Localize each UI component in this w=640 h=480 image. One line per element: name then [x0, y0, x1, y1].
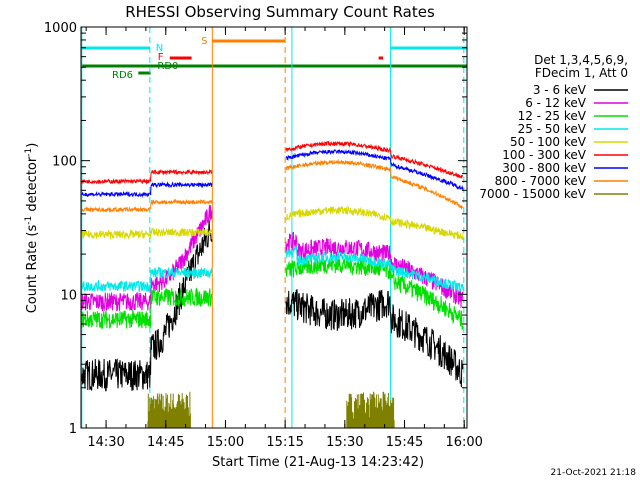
y-axis-label: Count Rate (s-1 detector-1)	[24, 143, 40, 314]
series-line-7	[81, 158, 464, 214]
legend-label-5: 100 - 300 keV	[502, 148, 586, 162]
y-tick-label: 100	[52, 155, 77, 170]
legend: Det 1,3,4,5,6,9, FDecim 1, Att 0 3 - 6 k…	[479, 53, 628, 201]
x-tick-label: 14:45	[147, 435, 184, 450]
s-mode-label: S	[201, 36, 207, 47]
legend-label-7: 800 - 7000 keV	[495, 174, 587, 188]
olive-spikes-1	[147, 391, 191, 428]
rd6-mode-label: RD6	[112, 70, 133, 81]
rd0-mode-label: RD0	[157, 61, 178, 72]
timestamp: 21-Oct-2021 21:18	[551, 468, 637, 478]
legend-label-2: 12 - 25 keV	[518, 109, 587, 123]
legend-label-8: 7000 - 15000 keV	[479, 187, 586, 201]
plot-area: NF S RD0 RD6	[81, 27, 467, 428]
legend-header-line-1: Det 1,3,4,5,6,9,	[534, 53, 628, 67]
x-axis-label: Start Time (21-Aug-13 14:23:42)	[212, 455, 424, 470]
series-line-6	[81, 149, 464, 199]
series-line-4	[81, 205, 464, 241]
x-tick-label: 15:30	[326, 435, 363, 450]
plot-frame	[80, 26, 468, 429]
y-tick-label: 10	[60, 288, 77, 303]
x-tick-label: 15:15	[266, 435, 303, 450]
legend-label-0: 3 - 6 keV	[533, 83, 587, 97]
legend-header-line-2: FDecim 1, Att 0	[535, 66, 628, 80]
x-tick-label: 14:30	[87, 435, 124, 450]
legend-label-3: 25 - 50 keV	[518, 122, 587, 136]
f-mode-label: F	[158, 52, 164, 63]
x-tick-label: 15:00	[207, 435, 244, 450]
legend-label-1: 6 - 12 keV	[525, 96, 587, 110]
series-line-5	[81, 140, 464, 185]
x-tick-label: 15:45	[386, 435, 423, 450]
chart-title: RHESSI Observing Summary Count Rates	[125, 3, 435, 21]
axes: 14:30 14:45 15:00 15:15 15:30 15:45 16:00 1 10 10…	[44, 21, 483, 450]
y-tick-label: 1000	[44, 21, 77, 36]
y-tick-label: 1	[69, 422, 77, 437]
legend-label-6: 300 - 800 keV	[502, 161, 586, 175]
n-mode-label: N	[156, 43, 163, 54]
olive-spikes-2	[346, 391, 395, 428]
series-line-3	[81, 244, 464, 294]
legend-label-4: 50 - 100 keV	[510, 135, 587, 149]
x-tick-label: 16:00	[445, 435, 482, 450]
